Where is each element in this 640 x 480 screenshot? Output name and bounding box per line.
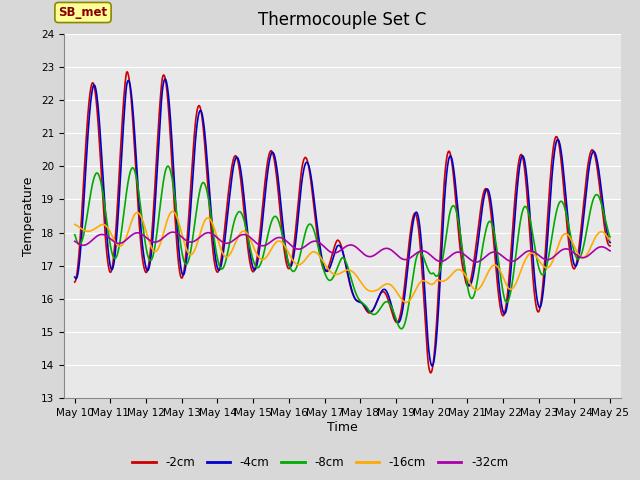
Y-axis label: Temperature: Temperature [22,176,35,256]
Legend: -2cm, -4cm, -8cm, -16cm, -32cm: -2cm, -4cm, -8cm, -16cm, -32cm [127,452,513,474]
Text: SB_met: SB_met [58,6,108,19]
X-axis label: Time: Time [327,421,358,434]
Title: Thermocouple Set C: Thermocouple Set C [258,11,427,29]
